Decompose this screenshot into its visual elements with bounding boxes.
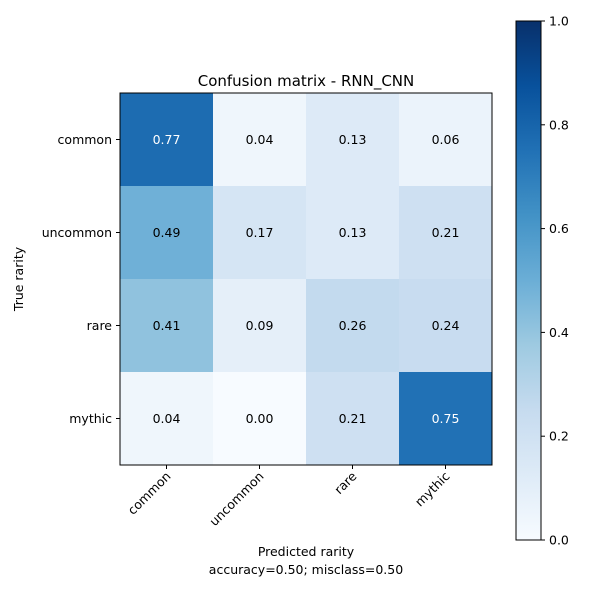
heatmap-cells (120, 93, 493, 466)
colorbar (515, 20, 542, 541)
heatmap-cell (306, 93, 400, 187)
chart-title: Confusion matrix - RNN_CNN (198, 72, 415, 91)
x-tick-label: rare (331, 468, 360, 497)
colorbar-ticks: 0.0 0.2 0.4 0.6 0.8 1.0 (541, 14, 569, 548)
heatmap-cell (120, 372, 214, 466)
y-axis-label: True rarity (11, 246, 26, 312)
x-tick-label: mythic (412, 468, 453, 509)
cell-value-label: 0.21 (432, 225, 460, 240)
cell-value-label: 0.13 (339, 132, 367, 147)
heatmap-cell (399, 186, 493, 280)
colorbar-tick-label: 0.6 (549, 221, 569, 236)
heatmap-cell (213, 186, 307, 280)
colorbar-tick-label: 0.0 (549, 533, 569, 548)
x-tick-label: uncommon (206, 469, 266, 529)
heatmap-cell (306, 372, 400, 466)
y-tick-label: uncommon (42, 225, 112, 240)
cell-value-label: 0.09 (246, 318, 274, 333)
cell-value-label: 0.04 (153, 411, 181, 426)
cell-value-label: 0.06 (432, 132, 460, 147)
y-tick-label: mythic (69, 411, 112, 426)
heatmap-cell (399, 372, 493, 466)
x-axis-label: Predicted rarity (258, 544, 355, 559)
x-axis-ticks: common uncommon rare mythic (125, 465, 453, 529)
colorbar-tick-label: 1.0 (549, 14, 569, 29)
heatmap-cell-labels: 0.77 0.04 0.13 0.06 0.49 0.17 0.13 0.21 0.41 0.09… (153, 132, 460, 426)
y-axis-ticks: common uncommon rare mythic (42, 132, 120, 426)
heatmap-cell (120, 186, 214, 280)
heatmap-cell (399, 279, 493, 373)
colorbar-tick-label: 0.2 (549, 429, 569, 444)
y-tick-label: common (58, 132, 112, 147)
cell-value-label: 0.41 (153, 318, 181, 333)
x-tick-label: common (125, 469, 174, 518)
colorbar-tick-label: 0.4 (549, 325, 569, 340)
heatmap-cell (120, 93, 214, 187)
heatmap-cell (399, 93, 493, 187)
heatmap-cell (306, 279, 400, 373)
cell-value-label: 0.13 (339, 225, 367, 240)
heatmap-cell (213, 372, 307, 466)
heatmap-cell (120, 279, 214, 373)
heatmap-cell (306, 186, 400, 280)
plot-frame (119, 92, 493, 466)
colorbar-tick-label: 0.8 (549, 117, 569, 132)
cell-value-label: 0.04 (246, 132, 274, 147)
heatmap-cell (213, 93, 307, 187)
cell-value-label: 0.26 (339, 318, 367, 333)
cell-value-label: 0.00 (246, 411, 274, 426)
cell-value-label: 0.21 (339, 411, 367, 426)
y-tick-label: rare (87, 318, 113, 333)
cell-value-label: 0.24 (432, 318, 460, 333)
cell-value-label: 0.77 (153, 132, 181, 147)
cell-value-label: 0.49 (153, 225, 181, 240)
x-axis-sublabel: accuracy=0.50; misclass=0.50 (209, 562, 403, 577)
heatmap-cell (213, 279, 307, 373)
cell-value-label: 0.17 (246, 225, 274, 240)
cell-value-label: 0.75 (432, 411, 460, 426)
